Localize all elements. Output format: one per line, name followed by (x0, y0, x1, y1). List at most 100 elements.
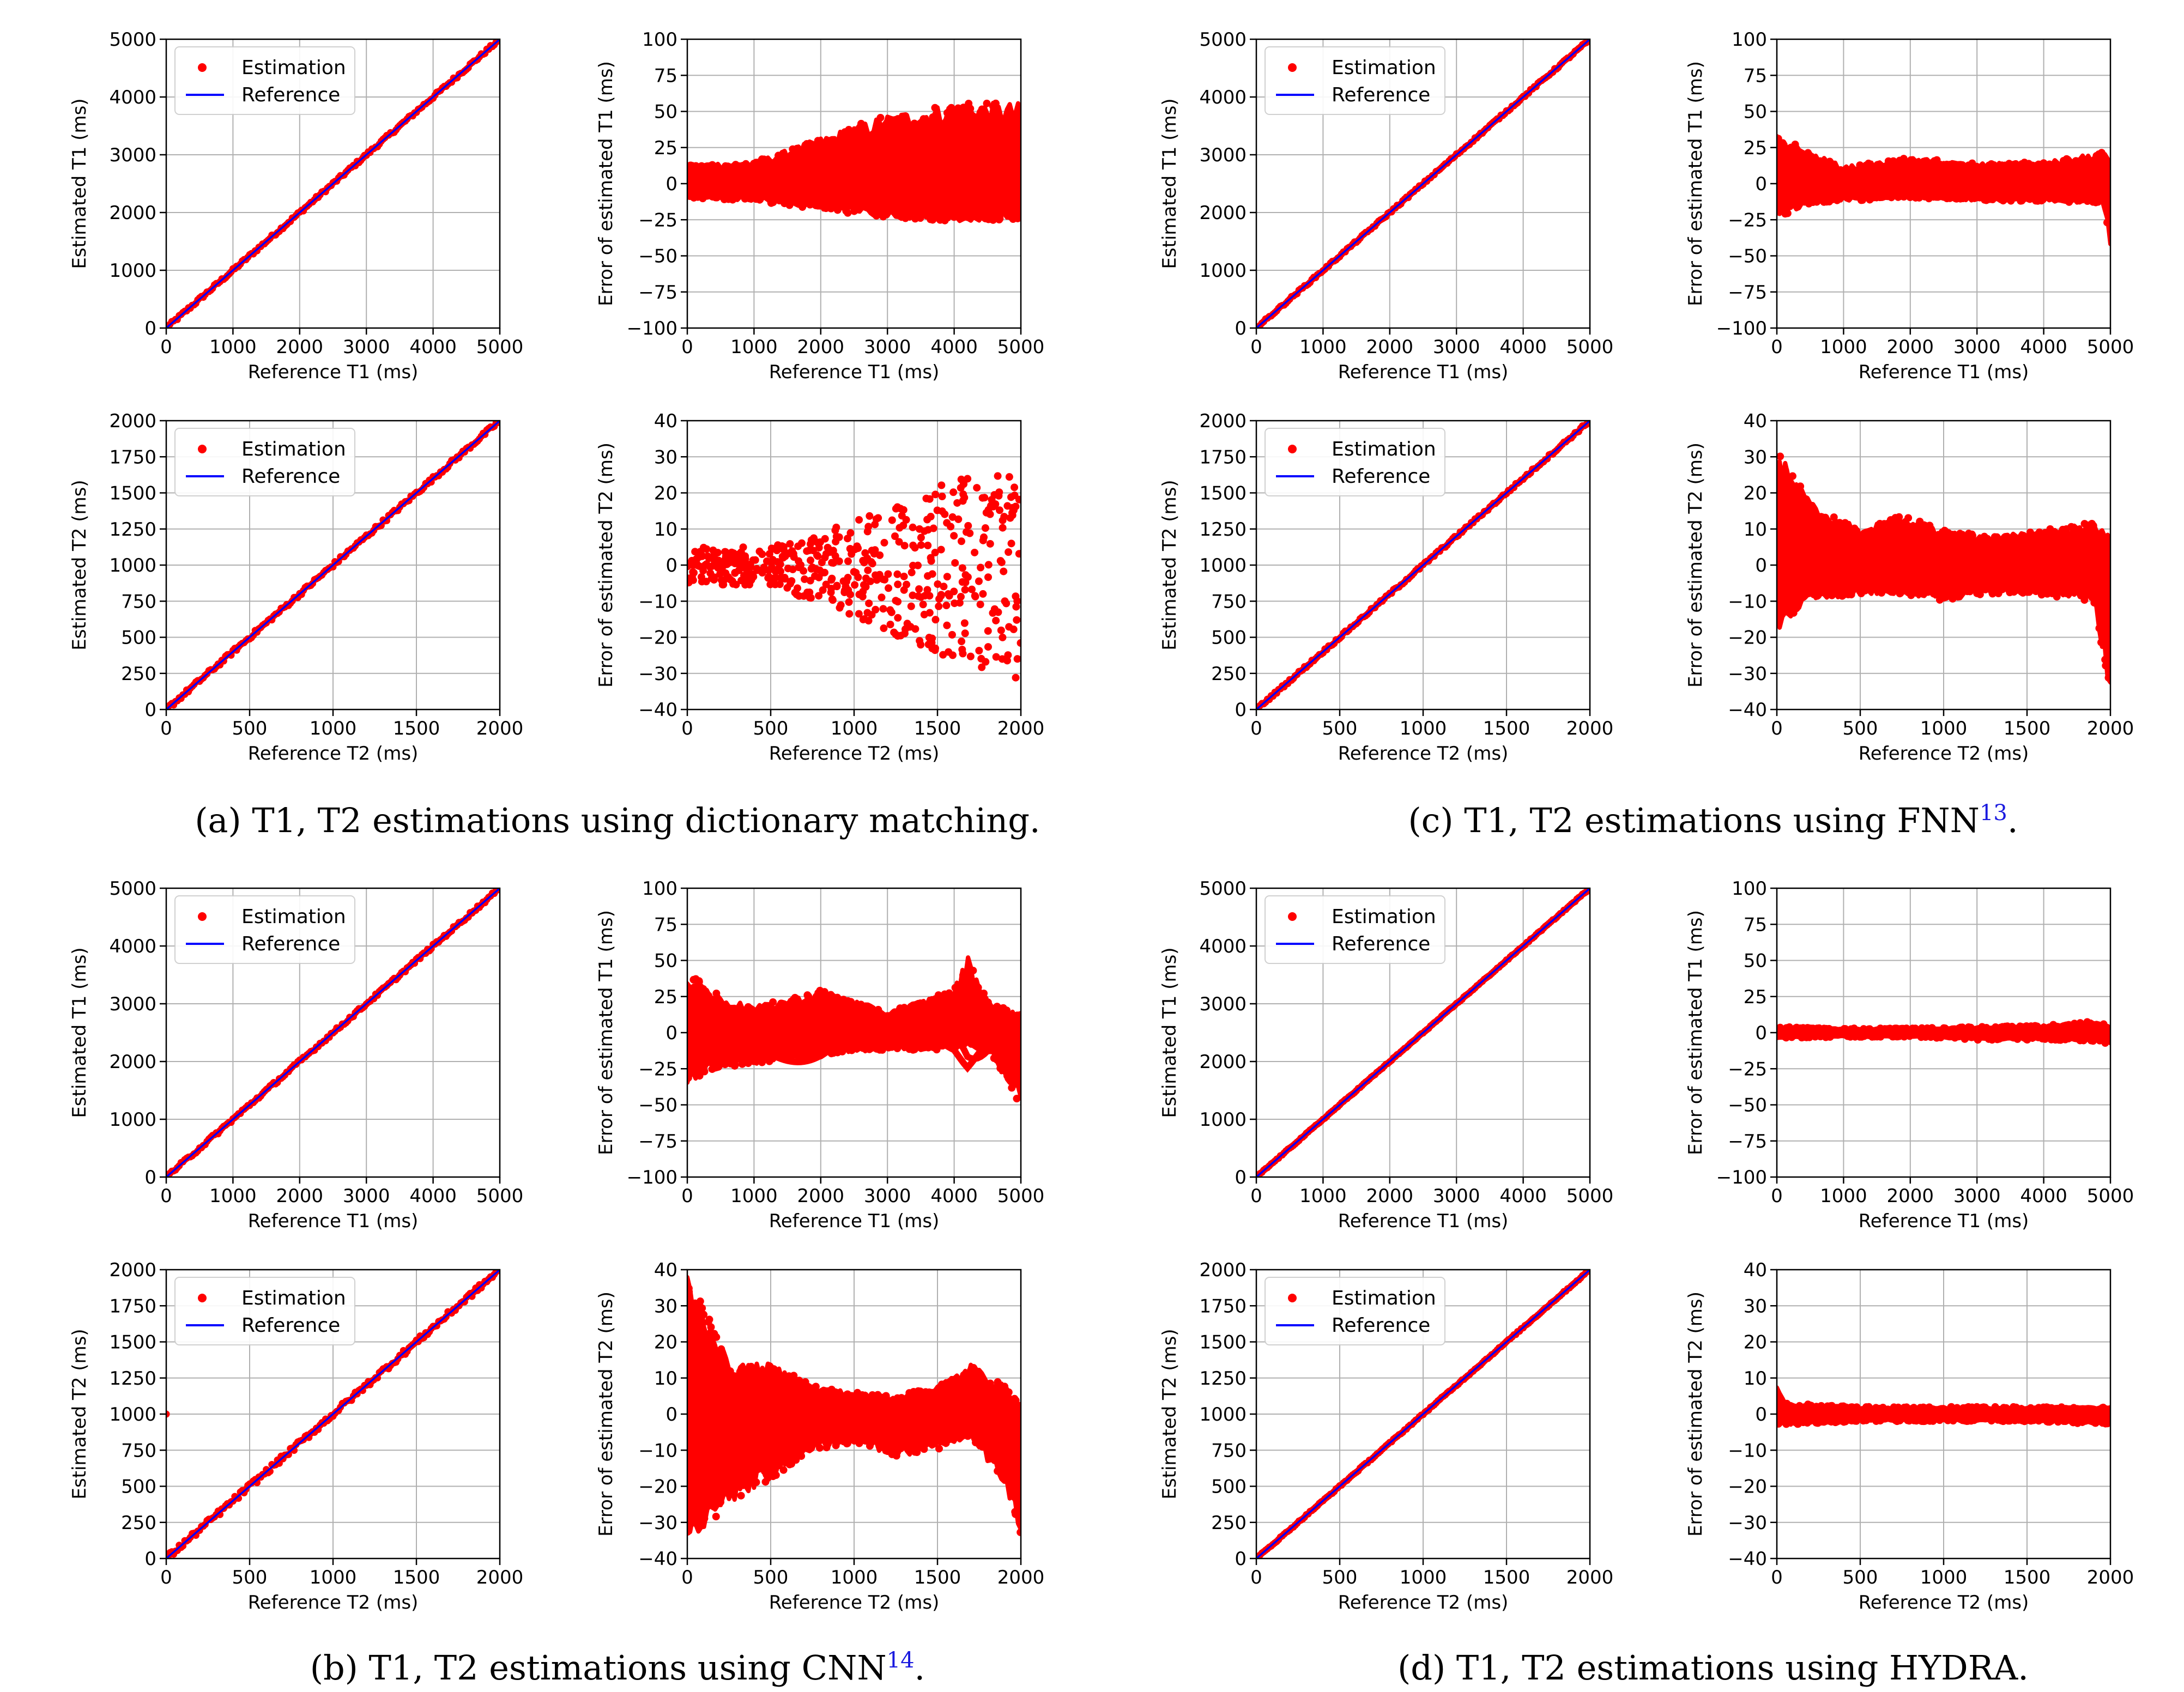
error-point (2011, 1416, 2019, 1424)
error-point (2037, 197, 2046, 205)
error-point (1994, 590, 2002, 598)
error-point (819, 586, 827, 594)
y-tick-label: 40 (1744, 410, 1767, 432)
error-point (1013, 655, 1021, 663)
error-point (1870, 1032, 1878, 1040)
x-tick-label: 0 (681, 1567, 693, 1588)
error-point (996, 506, 1004, 514)
error-point (860, 581, 868, 589)
error-point (917, 541, 925, 549)
error-point (856, 125, 864, 134)
panel-a-t2-scatter-ref-y-axis-label: Estimated T2 (ms) (69, 480, 90, 650)
panel-a-t1-scatter-ref-y-axis-label: Estimated T1 (ms) (69, 98, 90, 269)
error-point (719, 1359, 728, 1367)
error-point (900, 542, 909, 550)
error-point (700, 1068, 709, 1076)
error-point (931, 549, 939, 557)
error-point (1001, 597, 1009, 605)
y-tick-label: 1500 (109, 1332, 156, 1354)
x-tick-label: 3000 (1953, 1185, 2001, 1207)
error-point (1898, 1024, 1906, 1033)
error-point (846, 529, 855, 537)
error-point (997, 115, 1005, 123)
error-point (914, 1387, 922, 1395)
caption-b-citation: 14 (887, 1648, 915, 1673)
error-point (1979, 163, 1987, 171)
x-tick-label: 500 (232, 718, 268, 739)
error-point (1921, 1404, 1929, 1412)
error-point (1887, 193, 1896, 202)
error-point (729, 196, 737, 204)
legend-marker-estimation (198, 1294, 207, 1302)
y-tick-label: 100 (1732, 878, 1767, 900)
legend-label-reference: Reference (1332, 933, 1430, 955)
y-tick-label: 25 (654, 137, 677, 159)
y-tick-label: −25 (638, 1058, 677, 1080)
error-point (783, 199, 791, 207)
x-tick-label: 0 (1771, 336, 1783, 358)
y-tick-label: −50 (1728, 1095, 1767, 1117)
error-point (2071, 1020, 2079, 1028)
error-point (1787, 483, 1795, 491)
y-tick-label: 25 (1744, 986, 1767, 1008)
error-point (911, 1448, 919, 1456)
error-point (938, 493, 946, 501)
error-point (969, 967, 977, 975)
error-point (839, 996, 848, 1004)
error-point (812, 1382, 820, 1391)
y-tick-label: 0 (144, 318, 156, 339)
x-tick-label: 1500 (2004, 718, 2051, 739)
x-tick-label: 1000 (1820, 336, 1867, 358)
error-point (2035, 528, 2043, 536)
panel-d-t1-error-x-axis-label: Reference T1 (ms) (1859, 1210, 2029, 1232)
y-tick-label: 5000 (109, 878, 156, 900)
error-point (874, 1005, 882, 1014)
error-point (1825, 195, 1833, 203)
error-point (832, 523, 840, 531)
panel-d-t1-error-y-axis-label: Error of estimated T1 (ms) (1685, 910, 1707, 1155)
error-point (1911, 1025, 1919, 1033)
panel-a-t2-error-y-axis-label: Error of estimated T2 (ms) (595, 442, 617, 688)
error-point (808, 563, 816, 572)
error-point (1004, 651, 1012, 659)
error-point (779, 153, 787, 161)
error-point (865, 599, 873, 608)
error-point (994, 1467, 1002, 1475)
y-tick-label: 0 (1755, 173, 1767, 195)
y-tick-label: 0 (666, 173, 677, 195)
error-point (986, 1379, 994, 1387)
error-point (971, 592, 979, 601)
error-point (1905, 1032, 1914, 1040)
error-point (917, 533, 925, 542)
error-point (1783, 1399, 1791, 1408)
panel-b-t1-scatter-ref: 0 1000 2000 3000 4000 5000 0 1000 2000 3000 4000 50… (69, 878, 523, 1232)
error-point (1795, 1402, 1804, 1410)
x-tick-label: 500 (1843, 718, 1878, 739)
panel-d-t2-error: 0 500 1000 1500 2000 −40 −30 −20 −10 0 10 20 30 40 Ref… (1685, 1259, 2134, 1614)
x-tick-label: 4000 (1499, 1185, 1547, 1207)
error-point (997, 626, 1005, 634)
error-point (1958, 1023, 1967, 1032)
error-point (866, 1442, 874, 1450)
error-point (2058, 1403, 2066, 1411)
error-point (1817, 589, 1825, 597)
y-tick-label: 5000 (1199, 878, 1247, 900)
error-point (904, 209, 912, 217)
error-points (1777, 134, 2110, 246)
error-point (811, 572, 819, 580)
y-tick-label: 250 (1211, 1512, 1247, 1534)
error-point (1842, 165, 1850, 173)
x-tick-label: 2000 (2087, 718, 2134, 739)
error-point (882, 1392, 890, 1400)
y-tick-label: −30 (638, 663, 677, 685)
error-point (933, 506, 941, 514)
error-point (700, 1311, 708, 1319)
panel-d-t2-scatter-ref-y-axis-label: Estimated T2 (ms) (1159, 1329, 1181, 1499)
error-point (719, 568, 727, 576)
error-point (975, 646, 983, 654)
error-point (1810, 590, 1818, 598)
error-point (874, 514, 882, 522)
error-point (1856, 161, 1864, 169)
error-point (1777, 1420, 1782, 1428)
error-point (868, 560, 876, 568)
